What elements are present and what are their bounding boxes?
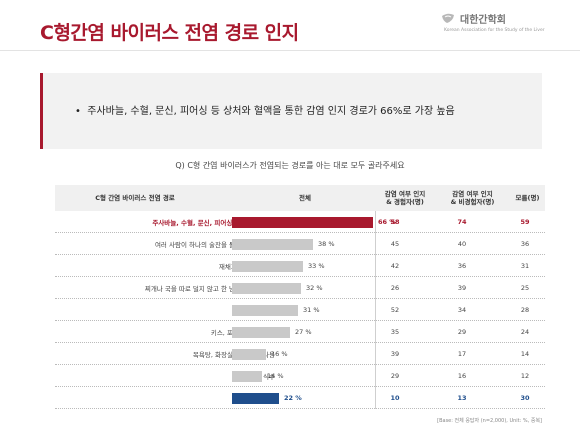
infected-count: 45 bbox=[390, 240, 400, 248]
infected-count: 26 bbox=[390, 284, 400, 292]
header-infected: 감염 여부 인지 & 경험자(명) bbox=[384, 189, 426, 206]
header-not-infected: 감염 여부 인지 & 비경험자(명) bbox=[450, 189, 495, 206]
unknown-count: 28 bbox=[520, 306, 530, 314]
not-infected-count: 16 bbox=[457, 372, 467, 380]
not-infected-count: 29 bbox=[457, 328, 467, 336]
infected-count: 52 bbox=[390, 306, 400, 314]
unknown-count: 24 bbox=[520, 328, 530, 336]
column-divider bbox=[375, 211, 376, 409]
not-infected-count: 36 bbox=[457, 262, 467, 270]
unknown-count: 31 bbox=[520, 262, 530, 270]
percent-bar bbox=[232, 349, 266, 360]
percent-bar bbox=[232, 283, 301, 294]
infected-count: 35 bbox=[390, 328, 400, 336]
unknown-count: 25 bbox=[520, 284, 530, 292]
row-label: 여러 사람이 하나의 술잔을 돌려 마시는 습관 bbox=[154, 241, 275, 249]
header-total: 전체 bbox=[299, 193, 311, 202]
not-infected-count: 40 bbox=[457, 240, 467, 248]
summary-text: 주사바늘, 수혈, 문신, 피어싱 등 상처와 혈액을 통한 감염 인지 경로가… bbox=[87, 106, 455, 117]
table-row: 주사바늘, 수혈, 문신, 피어싱 등 상처와 혈액 66 % 58 74 59 bbox=[55, 211, 545, 233]
percent-bar bbox=[232, 327, 290, 338]
footnote: [Base: 전체 응답자 (n=2,000), Unit: %, 중복] bbox=[437, 418, 542, 424]
percent-label: 66 % bbox=[378, 218, 396, 226]
summary-box: • 주사바늘, 수혈, 문신, 피어싱 등 상처와 혈액을 통한 감염 인지 경… bbox=[40, 73, 542, 149]
percent-label: 38 % bbox=[318, 240, 335, 248]
percent-bar bbox=[232, 217, 373, 228]
logo-name: 대한간학회 bbox=[460, 15, 506, 26]
table-header-bg bbox=[55, 185, 545, 211]
row-label: 찌개나 국을 따로 덜지 않고 한 냄비에 먹는 습관 bbox=[144, 285, 275, 293]
unknown-count: 14 bbox=[520, 350, 530, 358]
not-infected-count: 13 bbox=[457, 394, 467, 402]
not-infected-count: 34 bbox=[457, 306, 467, 314]
title-divider bbox=[0, 50, 580, 51]
header-unknown: 모름(명) bbox=[515, 193, 540, 202]
liver-logo-icon bbox=[442, 13, 454, 23]
page-title: C형간염 바이러스 전염 경로 인지 bbox=[40, 22, 299, 44]
percent-label: 27 % bbox=[295, 328, 312, 336]
percent-bar bbox=[232, 261, 303, 272]
percent-label: 31 % bbox=[303, 306, 320, 314]
not-infected-count: 17 bbox=[457, 350, 467, 358]
infected-count: 29 bbox=[390, 372, 400, 380]
survey-question: Q) C형 간염 바이러스가 전염되는 경로를 아는 대로 모두 골라주세요 bbox=[175, 161, 405, 170]
infected-count: 10 bbox=[390, 394, 400, 402]
row-label: 주사바늘, 수혈, 문신, 피어싱 등 상처와 혈액 bbox=[152, 219, 275, 227]
percent-bar bbox=[232, 239, 313, 250]
percent-bar bbox=[232, 371, 262, 382]
header-route: C형 간염 바이러스 전염 경로 bbox=[95, 193, 175, 202]
table-row: 여러 사람이 하나의 술잔을 돌려 마시는 습관 38 % 45 40 36 bbox=[55, 233, 545, 255]
logo-subtitle: Korean Association for the Study of the … bbox=[444, 28, 545, 33]
percent-label: 33 % bbox=[308, 262, 325, 270]
table-row: 찌개나 국을 따로 덜지 않고 한 냄비에 먹는 습관 32 % 26 39 25 bbox=[55, 277, 545, 299]
percent-label: 16 % bbox=[271, 350, 288, 358]
not-infected-count: 74 bbox=[457, 218, 467, 226]
percent-label: 32 % bbox=[306, 284, 323, 292]
unknown-count: 59 bbox=[520, 218, 530, 226]
summary-bullet: • bbox=[75, 106, 81, 117]
percent-bar bbox=[232, 305, 298, 316]
association-logo: 대한간학회 Korean Association for the Study o… bbox=[440, 10, 560, 36]
unknown-count: 30 bbox=[520, 394, 530, 402]
not-infected-count: 39 bbox=[457, 284, 467, 292]
summary-text-line: • 주사바늘, 수혈, 문신, 피어싱 등 상처와 혈액을 통한 감염 인지 경… bbox=[75, 102, 455, 117]
unknown-count: 36 bbox=[520, 240, 530, 248]
unknown-count: 12 bbox=[520, 372, 530, 380]
infected-count: 58 bbox=[390, 218, 400, 226]
infected-count: 42 bbox=[390, 262, 400, 270]
infected-count: 39 bbox=[390, 350, 400, 358]
percent-label: 14 % bbox=[267, 372, 284, 380]
percent-bar bbox=[232, 393, 279, 404]
percent-label: 22 % bbox=[284, 394, 302, 402]
